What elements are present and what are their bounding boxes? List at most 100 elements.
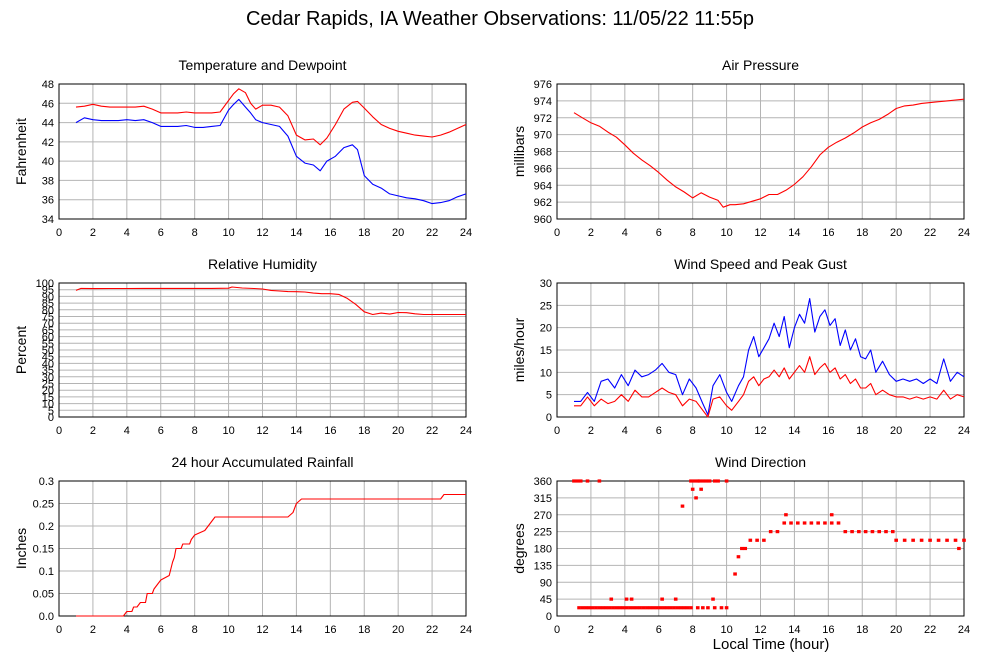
direction-point (578, 479, 583, 483)
rainfall-y-axis-label: Inches (13, 528, 29, 569)
wind-x-tick-label: 18 (856, 425, 868, 437)
temperature-x-tick-label: 6 (158, 227, 164, 239)
humidity-x-tick-label: 12 (256, 425, 268, 437)
direction-point (724, 606, 729, 610)
rainfall-x-tick-label: 16 (324, 624, 336, 636)
direction-point (668, 606, 673, 610)
direction-y-tick-label: 90 (540, 577, 552, 589)
direction-point (645, 606, 649, 610)
direction-x-tick-label: 6 (656, 624, 662, 636)
direction-point (829, 521, 834, 525)
direction-point (945, 538, 949, 542)
direction-x-tick-label: 2 (588, 624, 594, 636)
direction-point (658, 606, 663, 610)
direction-point (629, 597, 634, 601)
rainfall-series-line-0 (76, 493, 466, 617)
wind-chart-title: Wind Speed and Peak Gust (674, 256, 847, 272)
direction-point (577, 606, 581, 610)
direction-chart-title: Wind Direction (715, 454, 806, 470)
direction-point (796, 521, 800, 525)
humidity-x-tick-label: 2 (90, 425, 96, 437)
rainfall-y-tick-label: 0.1 (39, 566, 54, 578)
humidity-x-tick-label: 4 (124, 425, 130, 437)
direction-point (597, 479, 602, 483)
temperature-x-tick-label: 2 (90, 227, 96, 239)
direction-point (651, 606, 656, 610)
humidity-y-tick-label: 35 (42, 365, 54, 377)
temperature-y-tick-label: 34 (42, 214, 54, 226)
direction-point (628, 606, 632, 610)
direction-point (609, 597, 614, 601)
humidity-y-axis-label: Percent (13, 326, 29, 374)
direction-x-tick-label: 24 (958, 624, 970, 636)
direction-point (755, 538, 759, 542)
rainfall-y-tick-label: 0.25 (33, 499, 54, 511)
direction-point (621, 606, 625, 610)
temperature-y-tick-label: 42 (42, 137, 54, 149)
rainfall-x-tick-label: 24 (460, 624, 472, 636)
direction-y-tick-label: 315 (534, 493, 552, 505)
temperature-y-tick-label: 44 (42, 118, 54, 130)
humidity-plot-frame (58, 282, 467, 418)
direction-point (816, 521, 820, 525)
direction-point (890, 530, 895, 534)
direction-x-tick-label: 16 (822, 624, 834, 636)
direction-x-tick-label: 14 (788, 624, 800, 636)
direction-x-tick-label: 0 (554, 624, 560, 636)
direction-point (716, 479, 720, 483)
humidity-y-tick-label: 95 (42, 285, 54, 297)
pressure-x-tick-label: 18 (856, 227, 868, 239)
direction-point (672, 606, 676, 610)
direction-point (802, 521, 807, 525)
humidity-y-tick-label: 10 (42, 399, 54, 411)
humidity-x-tick-label: 14 (290, 425, 302, 437)
direction-point (768, 530, 773, 534)
direction-point (775, 530, 780, 534)
pressure-chart-title: Air Pressure (722, 57, 799, 73)
wind-x-tick-label: 4 (622, 425, 628, 437)
direction-point (711, 597, 715, 601)
direction-point (689, 479, 693, 483)
rainfall-x-tick-label: 22 (426, 624, 438, 636)
pressure-x-tick-label: 20 (890, 227, 902, 239)
pressure-plot-frame (556, 83, 965, 220)
direction-y-tick-label: 360 (534, 476, 552, 488)
humidity-y-tick-label: 20 (42, 385, 54, 397)
wind-plot-frame (556, 282, 965, 418)
pressure-x-tick-label: 16 (822, 227, 834, 239)
direction-point (740, 546, 744, 551)
humidity-chart-title: Relative Humidity (208, 256, 317, 272)
pressure-y-tick-label: 972 (534, 113, 552, 125)
direction-point (695, 606, 700, 610)
humidity-y-tick-label: 85 (42, 298, 54, 310)
humidity-x-tick-label: 20 (392, 425, 404, 437)
humidity-y-tick-label: 100 (36, 278, 54, 290)
rainfall-x-tick-label: 10 (222, 624, 234, 636)
temperature-x-tick-label: 0 (56, 227, 62, 239)
direction-point (706, 606, 710, 610)
direction-point (733, 572, 737, 576)
temperature-x-tick-label: 18 (358, 227, 370, 239)
wind-x-tick-label: 14 (788, 425, 800, 437)
direction-y-tick-label: 45 (540, 594, 552, 606)
temperature-x-tick-label: 12 (256, 227, 268, 239)
pressure-y-axis-label: millibars (511, 126, 527, 177)
direction-point (789, 521, 793, 525)
pressure-y-tick-label: 976 (534, 79, 552, 91)
wind-x-tick-label: 12 (754, 425, 766, 437)
wind-y-tick-label: 15 (540, 345, 552, 357)
rainfall-x-tick-label: 2 (90, 624, 96, 636)
direction-point (692, 479, 697, 483)
direction-point (719, 606, 724, 610)
temperature-x-tick-label: 4 (124, 227, 130, 239)
direction-point (743, 546, 748, 551)
direction-x-tick-label: 12 (754, 624, 766, 636)
humidity-series-line-0 (75, 286, 466, 316)
direction-x-tick-label: 18 (856, 624, 868, 636)
pressure-x-tick-label: 8 (690, 227, 696, 239)
direction-point (902, 538, 907, 542)
direction-point (665, 606, 670, 610)
temperature-panel: 0 2 4 6 8 10 12 14 16 18 20 22 243436384042444648Tem… (13, 57, 472, 239)
wind-x-tick-label: 16 (822, 425, 834, 437)
